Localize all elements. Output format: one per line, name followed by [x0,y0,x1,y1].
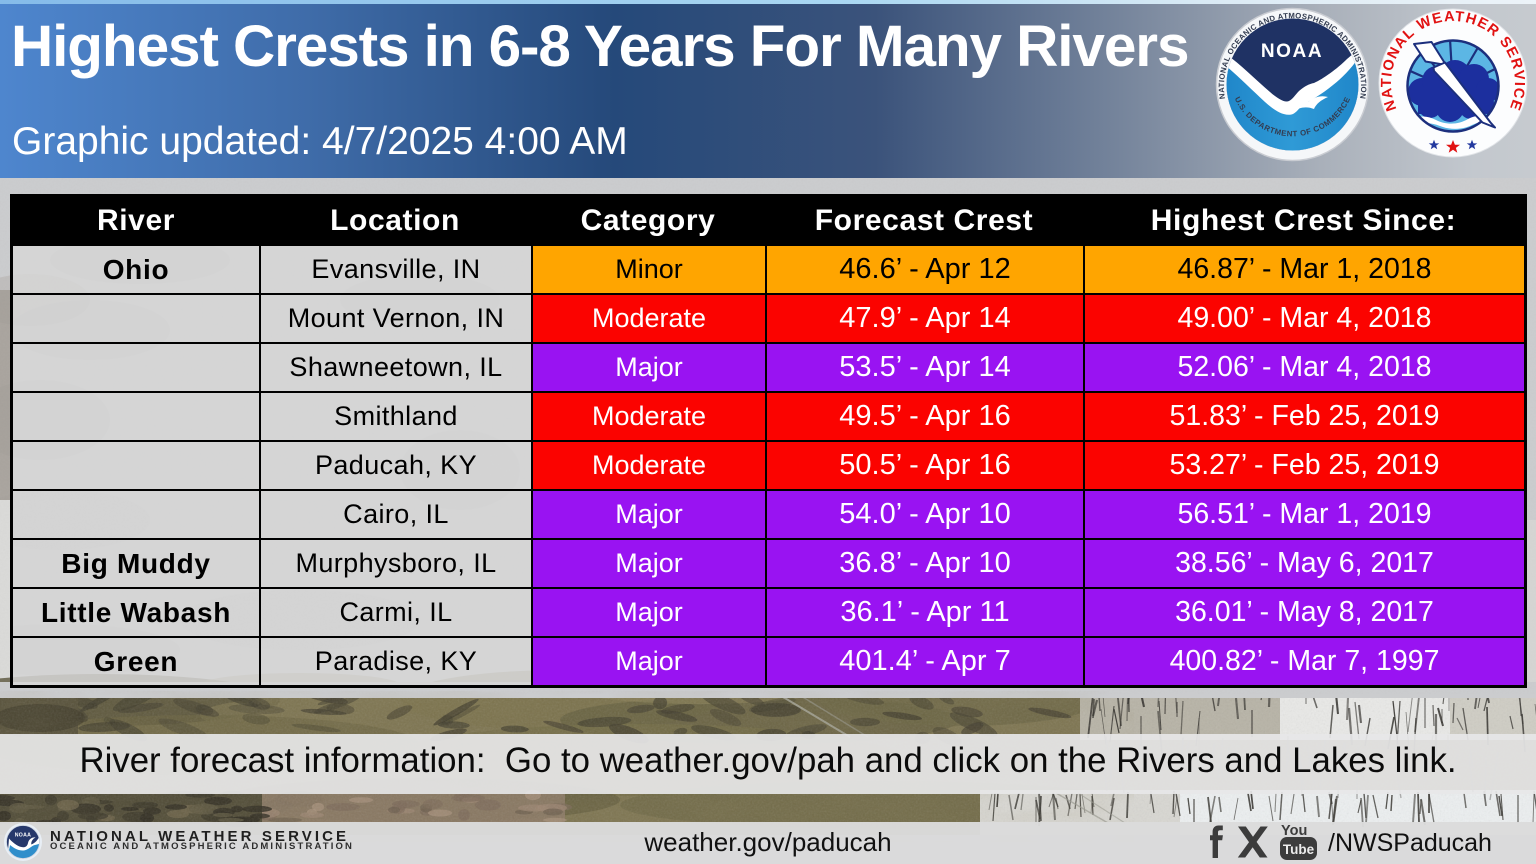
svg-text:NOAA: NOAA [15,833,31,839]
svg-text:NOAA: NOAA [1261,41,1323,62]
svg-text:You: You [1281,823,1307,839]
svg-text:Tube: Tube [1283,842,1315,857]
